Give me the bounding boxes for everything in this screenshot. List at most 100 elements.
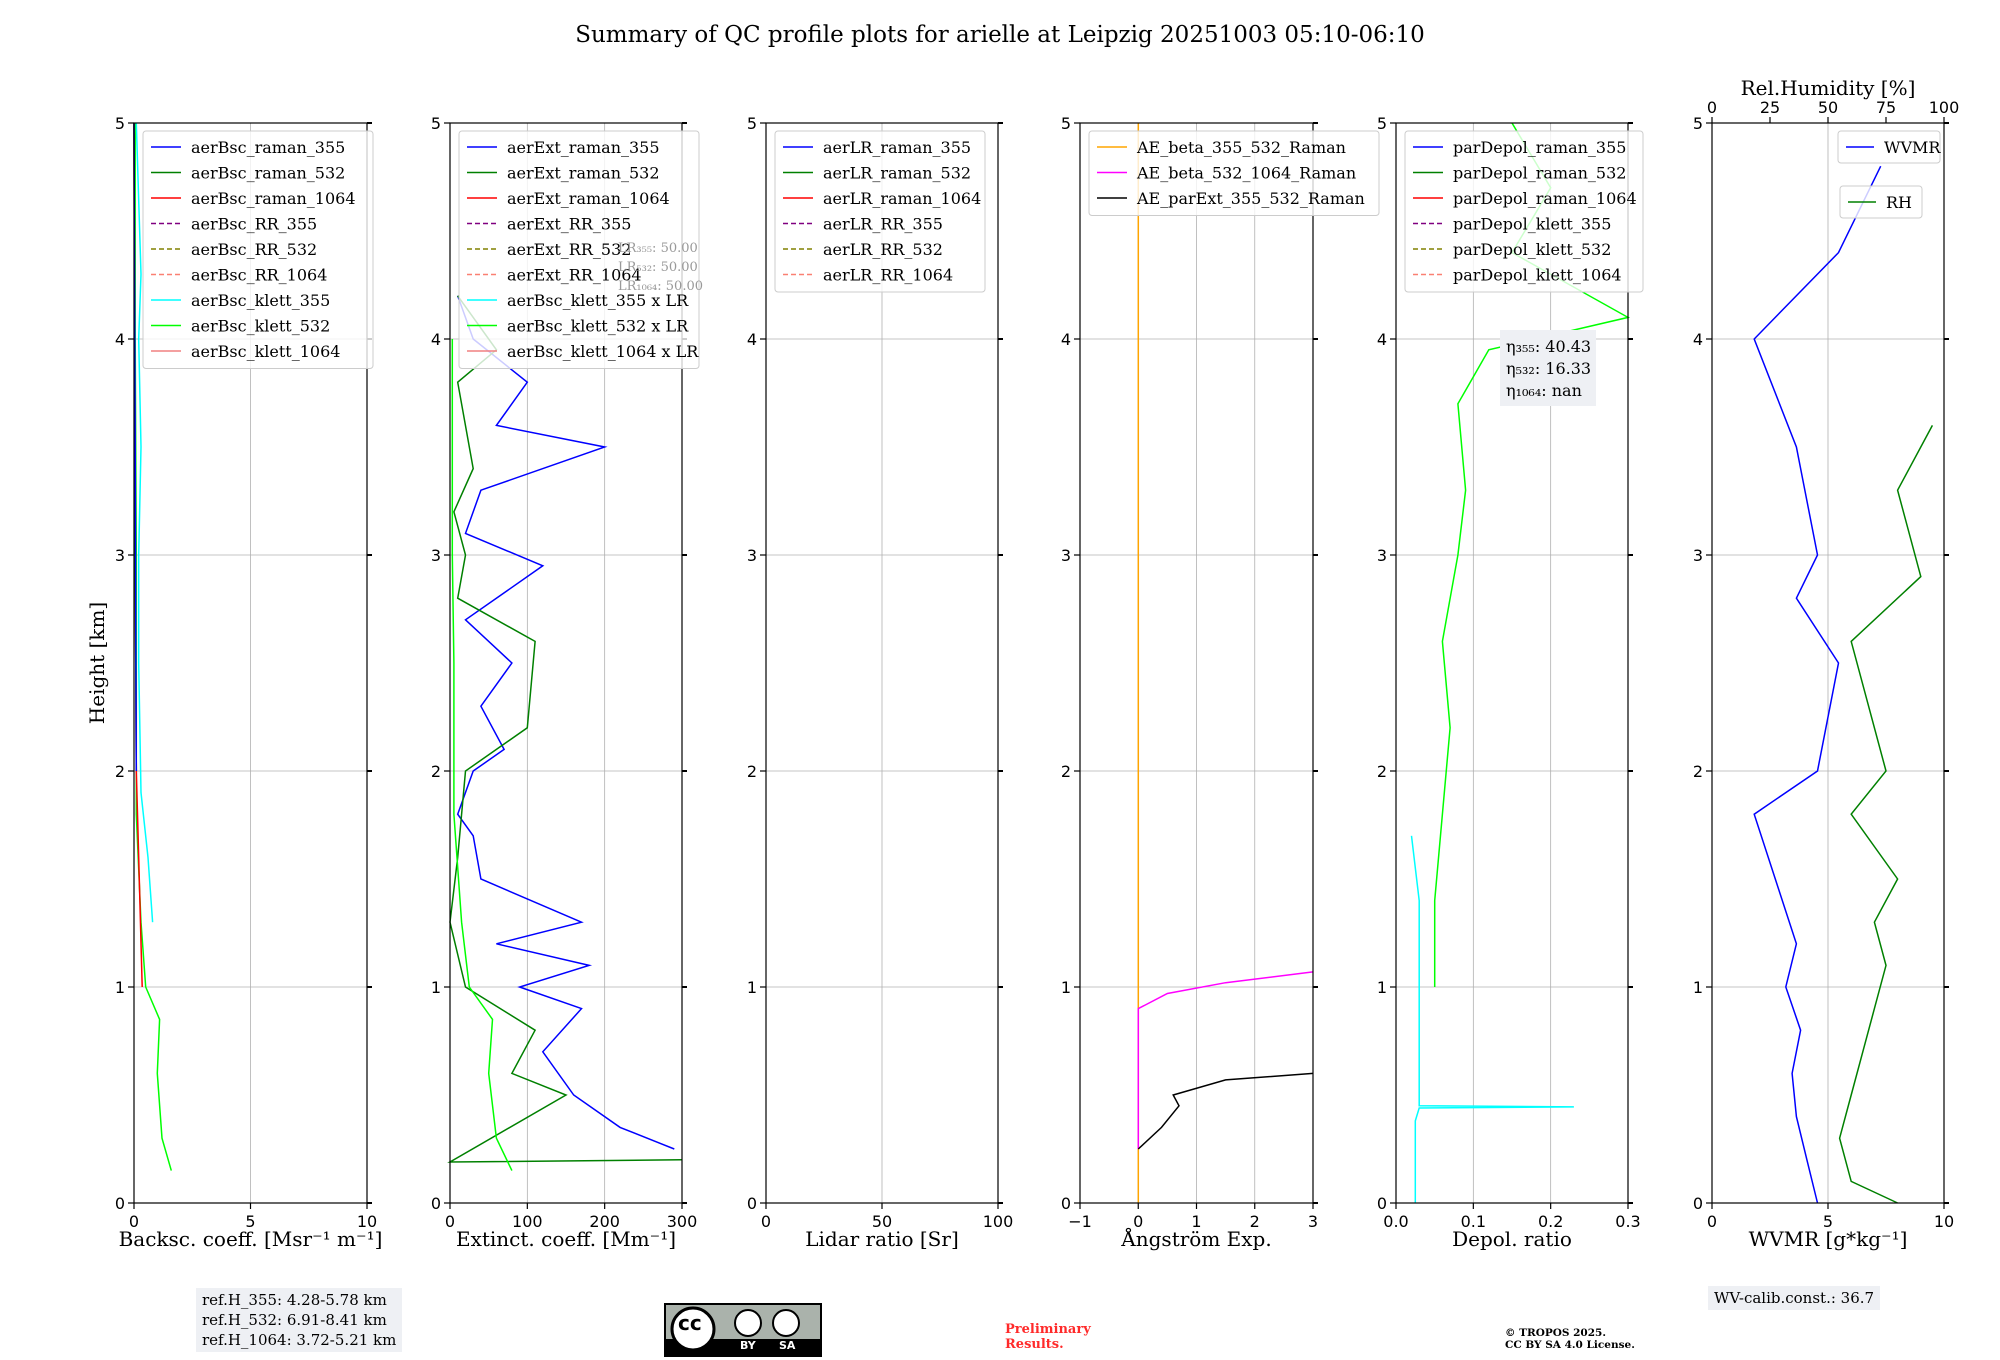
legend-label: aerBsc_klett_1064 <box>191 342 340 361</box>
y-tick-label: 1 <box>115 978 125 997</box>
copyright-note: © TROPOS 2025. CC BY SA 4.0 License. <box>1505 1327 1635 1351</box>
y-tick-label: 4 <box>1377 330 1387 349</box>
x-tick-label: 0 <box>1707 1212 1717 1231</box>
preliminary-line-1: Preliminary <box>1005 1322 1091 1337</box>
y-tick-label: 1 <box>1377 978 1387 997</box>
legend-label: aerLR_RR_532 <box>823 240 943 259</box>
x-tick-label: −1 <box>1068 1212 1092 1231</box>
y-tick-label: 5 <box>431 114 441 133</box>
legend-label: AE_beta_355_532_Raman <box>1136 138 1346 157</box>
legend-label: parDepol_klett_1064 <box>1453 266 1622 285</box>
legend-box <box>774 130 986 293</box>
x-tick-label: 100 <box>983 1212 1014 1231</box>
x-tick-label: 0.0 <box>1383 1212 1408 1231</box>
x-axis-label: Extinct. coeff. [Mm⁻¹] <box>456 1227 676 1251</box>
x-axis-label: Lidar ratio [Sr] <box>805 1227 959 1251</box>
y-tick-label: 0 <box>431 1194 441 1213</box>
y-tick-label: 3 <box>1693 546 1703 565</box>
series-line-aerbsc-klett-355 <box>135 122 154 923</box>
legend-box-wvmr <box>1837 130 1941 164</box>
y-tick-label: 2 <box>115 762 125 781</box>
y-tick-label: 0 <box>1061 1194 1071 1213</box>
y-tick-label: 0 <box>1693 1194 1703 1213</box>
legend-label: aerBsc_RR_355 <box>191 215 317 234</box>
legend-label: aerBsc_RR_532 <box>191 240 317 259</box>
series-line-ae-parext-355-532-raman <box>1137 1072 1314 1150</box>
y-tick-label: 2 <box>1061 762 1071 781</box>
y-tick-label: 4 <box>115 330 125 349</box>
legend-label: aerBsc_raman_1064 <box>191 189 356 208</box>
y-tick-label: 0 <box>1377 1194 1387 1213</box>
legend-box-rh <box>1839 185 1923 219</box>
copyright-line-1: © TROPOS 2025. <box>1505 1327 1607 1339</box>
legend-label: aerLR_raman_355 <box>823 138 971 157</box>
x-tick-label: 0 <box>761 1212 771 1231</box>
x-tick-label: 5 <box>245 1212 255 1231</box>
y-tick-label: 5 <box>747 114 757 133</box>
y-tick-label: 2 <box>1377 762 1387 781</box>
ref-height-355: ref.H_355: 4.28-5.78 km <box>202 1291 387 1309</box>
x-axis-label: WVMR [g*kg⁻¹] <box>1749 1227 1908 1251</box>
cc-logo-text: cc <box>678 1311 702 1335</box>
cc-by-label: BY <box>740 1339 756 1352</box>
legend-label: parDepol_raman_532 <box>1453 164 1626 183</box>
legend-label: aerExt_raman_355 <box>507 138 660 157</box>
y-tick-label: 4 <box>1693 330 1703 349</box>
x-tick-label: 3 <box>1308 1212 1318 1231</box>
y-tick-label: 1 <box>747 978 757 997</box>
ref-height-1064: ref.H_1064: 3.72-5.21 km <box>202 1331 397 1349</box>
x-tick-label: 2 <box>1250 1212 1260 1231</box>
y-tick-label: 3 <box>1061 546 1071 565</box>
sa-sharealike-icon <box>772 1309 800 1337</box>
y-tick-label: 4 <box>431 330 441 349</box>
y-tick-label: 5 <box>1693 114 1703 133</box>
legend-label: aerBsc_klett_355 <box>191 291 330 310</box>
lidar-ratio-label: LR₁₀₆₄: 50.00 <box>618 279 703 294</box>
x-tick-label: 0 <box>445 1212 455 1231</box>
legend-label: aerExt_raman_1064 <box>507 189 670 208</box>
x-tick-label: 0.3 <box>1615 1212 1640 1231</box>
y-tick-label: 3 <box>1377 546 1387 565</box>
lidar-ratio-label: LR₃₅₅: 50.00 <box>618 241 698 256</box>
eta-label: η₃₅₅: 40.43 <box>1506 337 1591 356</box>
y-tick-label: 3 <box>431 546 441 565</box>
series-line-ae-beta-532-1064-raman <box>1137 971 1314 1149</box>
x-tick-label: 1 <box>1191 1212 1201 1231</box>
y-tick-label: 2 <box>1693 762 1703 781</box>
legend-label: aerBsc_klett_355 x LR <box>507 291 689 310</box>
y-tick-label: 5 <box>1377 114 1387 133</box>
legend-label: aerLR_raman_532 <box>823 164 971 183</box>
x-tick-label: 0.1 <box>1461 1212 1486 1231</box>
wv-calib-text: WV-calib.const.: 36.7 <box>1714 1289 1875 1307</box>
legend-label: aerBsc_klett_532 <box>191 317 330 336</box>
y-tick-label: 1 <box>1693 978 1703 997</box>
legend-label: aerBsc_RR_1064 <box>191 266 327 285</box>
y-tick-label: 1 <box>431 978 441 997</box>
eta-box <box>1500 330 1596 406</box>
x-axis-label: Ångström Exp. <box>1120 1226 1271 1251</box>
figure-title: Summary of QC profile plots for arielle … <box>575 22 1425 48</box>
legend-label: aerBsc_raman_355 <box>191 138 345 157</box>
legend-box <box>1088 130 1380 216</box>
x-tick-label: 0 <box>129 1212 139 1231</box>
legend-label: parDepol_raman_1064 <box>1453 189 1637 208</box>
series-line-aerext-raman-532 <box>447 295 683 1163</box>
y-axis-label: Height [km] <box>85 602 109 724</box>
ref-height-532: ref.H_532: 6.91-8.41 km <box>202 1311 387 1329</box>
ref-height-box: ref.H_355: 4.28-5.78 km ref.H_532: 6.91-… <box>196 1288 403 1352</box>
cc-sa-label: SA <box>779 1339 796 1352</box>
y-tick-label: 5 <box>1061 114 1071 133</box>
y-tick-label: 3 <box>115 546 125 565</box>
axes-frame <box>1395 122 1629 1204</box>
y-tick-label: 2 <box>431 762 441 781</box>
series-line-wvmr <box>1753 165 1882 1204</box>
legend-label: aerExt_RR_355 <box>507 215 631 234</box>
series-line-pardepol-klett-355 <box>1410 835 1574 1203</box>
y-tick-label: 2 <box>747 762 757 781</box>
legend-label: aerBsc_raman_532 <box>191 164 345 183</box>
x-axis-label: Backsc. coeff. [Msr⁻¹ m⁻¹] <box>119 1227 383 1251</box>
x-axis-label: Depol. ratio <box>1452 1227 1572 1251</box>
legend-label: aerBsc_klett_532 x LR <box>507 317 689 336</box>
legend-label: AE_beta_532_1064_Raman <box>1136 164 1356 183</box>
